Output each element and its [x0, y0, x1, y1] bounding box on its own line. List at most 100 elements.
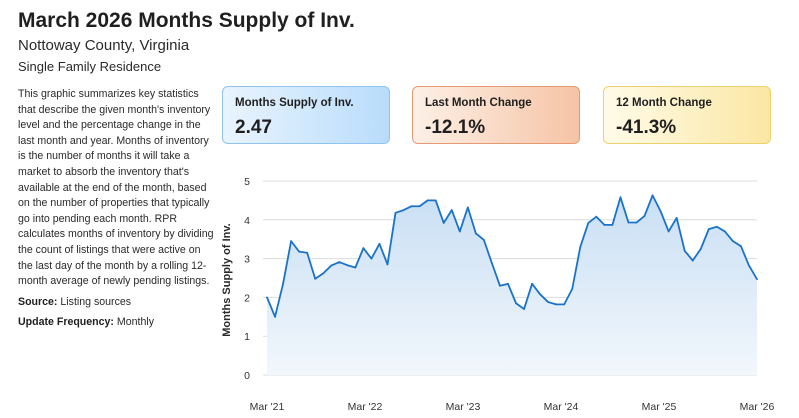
source-line: Source: Listing sources — [18, 296, 131, 308]
data-point — [756, 278, 758, 281]
data-point — [298, 250, 301, 253]
y-axis-ticks: 0 1 2 3 4 5 — [244, 176, 250, 382]
data-point — [732, 240, 734, 243]
twelve-month-change-value: -41.3% — [616, 117, 677, 138]
data-point — [354, 266, 357, 269]
last-month-change-label: Last Month Change — [425, 97, 532, 109]
data-point — [282, 282, 284, 285]
data-point — [474, 232, 477, 235]
source-label: Source: — [18, 296, 58, 308]
data-point — [314, 277, 317, 280]
data-point — [547, 301, 550, 303]
last-month-change-value: -12.1% — [425, 117, 486, 138]
data-point — [515, 302, 517, 305]
data-point — [555, 303, 558, 306]
data-point — [571, 287, 574, 290]
data-point — [691, 259, 694, 262]
y-tick-label: 0 — [244, 370, 250, 382]
data-point — [362, 247, 365, 250]
location-subtitle: Nottoway County, Virginia — [18, 37, 190, 54]
months-supply-label: Months Supply of Inv. — [235, 97, 354, 109]
data-point — [434, 199, 437, 202]
data-point — [563, 303, 566, 306]
data-point — [338, 261, 341, 263]
data-point — [627, 221, 630, 224]
page-title: March 2026 Months Supply of Inv. — [18, 9, 355, 32]
data-point — [266, 296, 268, 299]
data-point — [322, 272, 325, 275]
data-point — [370, 257, 373, 260]
data-point — [748, 264, 750, 267]
data-point — [507, 282, 509, 285]
data-point — [523, 308, 525, 310]
data-point — [346, 264, 349, 267]
y-tick-label: 3 — [244, 254, 250, 266]
source-value: Listing sources — [60, 296, 132, 308]
data-point — [635, 221, 638, 224]
data-point — [539, 293, 542, 296]
x-tick-label: Mar '21 — [250, 401, 285, 413]
x-tick-label: Mar '26 — [740, 401, 775, 413]
data-point — [619, 196, 622, 199]
data-point — [603, 223, 606, 226]
data-point — [418, 205, 421, 208]
description-text: This graphic summarizes key statistics t… — [18, 88, 214, 288]
data-point — [651, 194, 654, 197]
data-point — [707, 228, 710, 231]
data-point — [410, 205, 413, 208]
twelve-month-change-label: 12 Month Change — [616, 97, 712, 109]
months-supply-card: Months Supply of Inv. 2.47 — [222, 86, 390, 144]
data-point — [378, 242, 381, 245]
series-layer — [266, 194, 758, 375]
data-point — [306, 251, 309, 254]
data-point — [595, 215, 598, 218]
data-point — [611, 223, 614, 226]
x-axis-ticks: Mar '21 Mar '22 Mar '23 Mar '24 Mar '25 Mar '… — [250, 401, 775, 413]
data-point — [715, 225, 718, 228]
data-point — [458, 230, 461, 233]
data-point — [491, 262, 493, 265]
months-supply-value: 2.47 — [235, 117, 272, 138]
data-point — [482, 239, 485, 241]
data-point — [330, 264, 333, 267]
data-point — [643, 215, 646, 217]
data-point — [667, 230, 670, 233]
data-point — [499, 284, 501, 287]
data-point — [531, 282, 533, 285]
y-tick-label: 4 — [244, 215, 250, 227]
data-point — [659, 210, 662, 213]
update-frequency-label: Update Frequency: — [18, 316, 114, 328]
data-point — [579, 246, 582, 248]
data-point — [442, 222, 445, 224]
property-type: Single Family Residence — [18, 59, 162, 74]
data-point — [683, 249, 686, 252]
x-tick-label: Mar '25 — [642, 401, 677, 413]
x-tick-label: Mar '24 — [544, 401, 579, 413]
update-frequency-line: Update Frequency: Monthly — [18, 316, 154, 328]
data-point — [675, 216, 678, 219]
series-line — [266, 194, 758, 318]
data-point — [290, 240, 292, 243]
data-point — [587, 222, 590, 224]
series-area-fill — [267, 195, 757, 375]
data-point — [402, 209, 405, 212]
data-point — [386, 263, 389, 266]
y-axis-label: Months Supply of Inv. — [221, 223, 233, 336]
update-frequency-value: Monthly — [116, 316, 154, 328]
data-point — [723, 230, 726, 233]
x-tick-label: Mar '22 — [348, 401, 383, 413]
data-point — [274, 315, 276, 318]
data-point — [699, 248, 702, 250]
last-month-change-card: Last Month Change -12.1% — [412, 86, 580, 144]
data-point — [394, 211, 397, 214]
data-point — [466, 206, 469, 209]
y-tick-label: 2 — [244, 292, 250, 304]
y-tick-label: 5 — [244, 176, 250, 188]
data-point — [426, 199, 429, 202]
twelve-month-change-card: 12 Month Change -41.3% — [603, 86, 771, 144]
x-tick-label: Mar '23 — [446, 401, 481, 413]
y-tick-label: 1 — [244, 331, 250, 343]
data-point — [450, 209, 453, 212]
data-point — [740, 245, 742, 248]
